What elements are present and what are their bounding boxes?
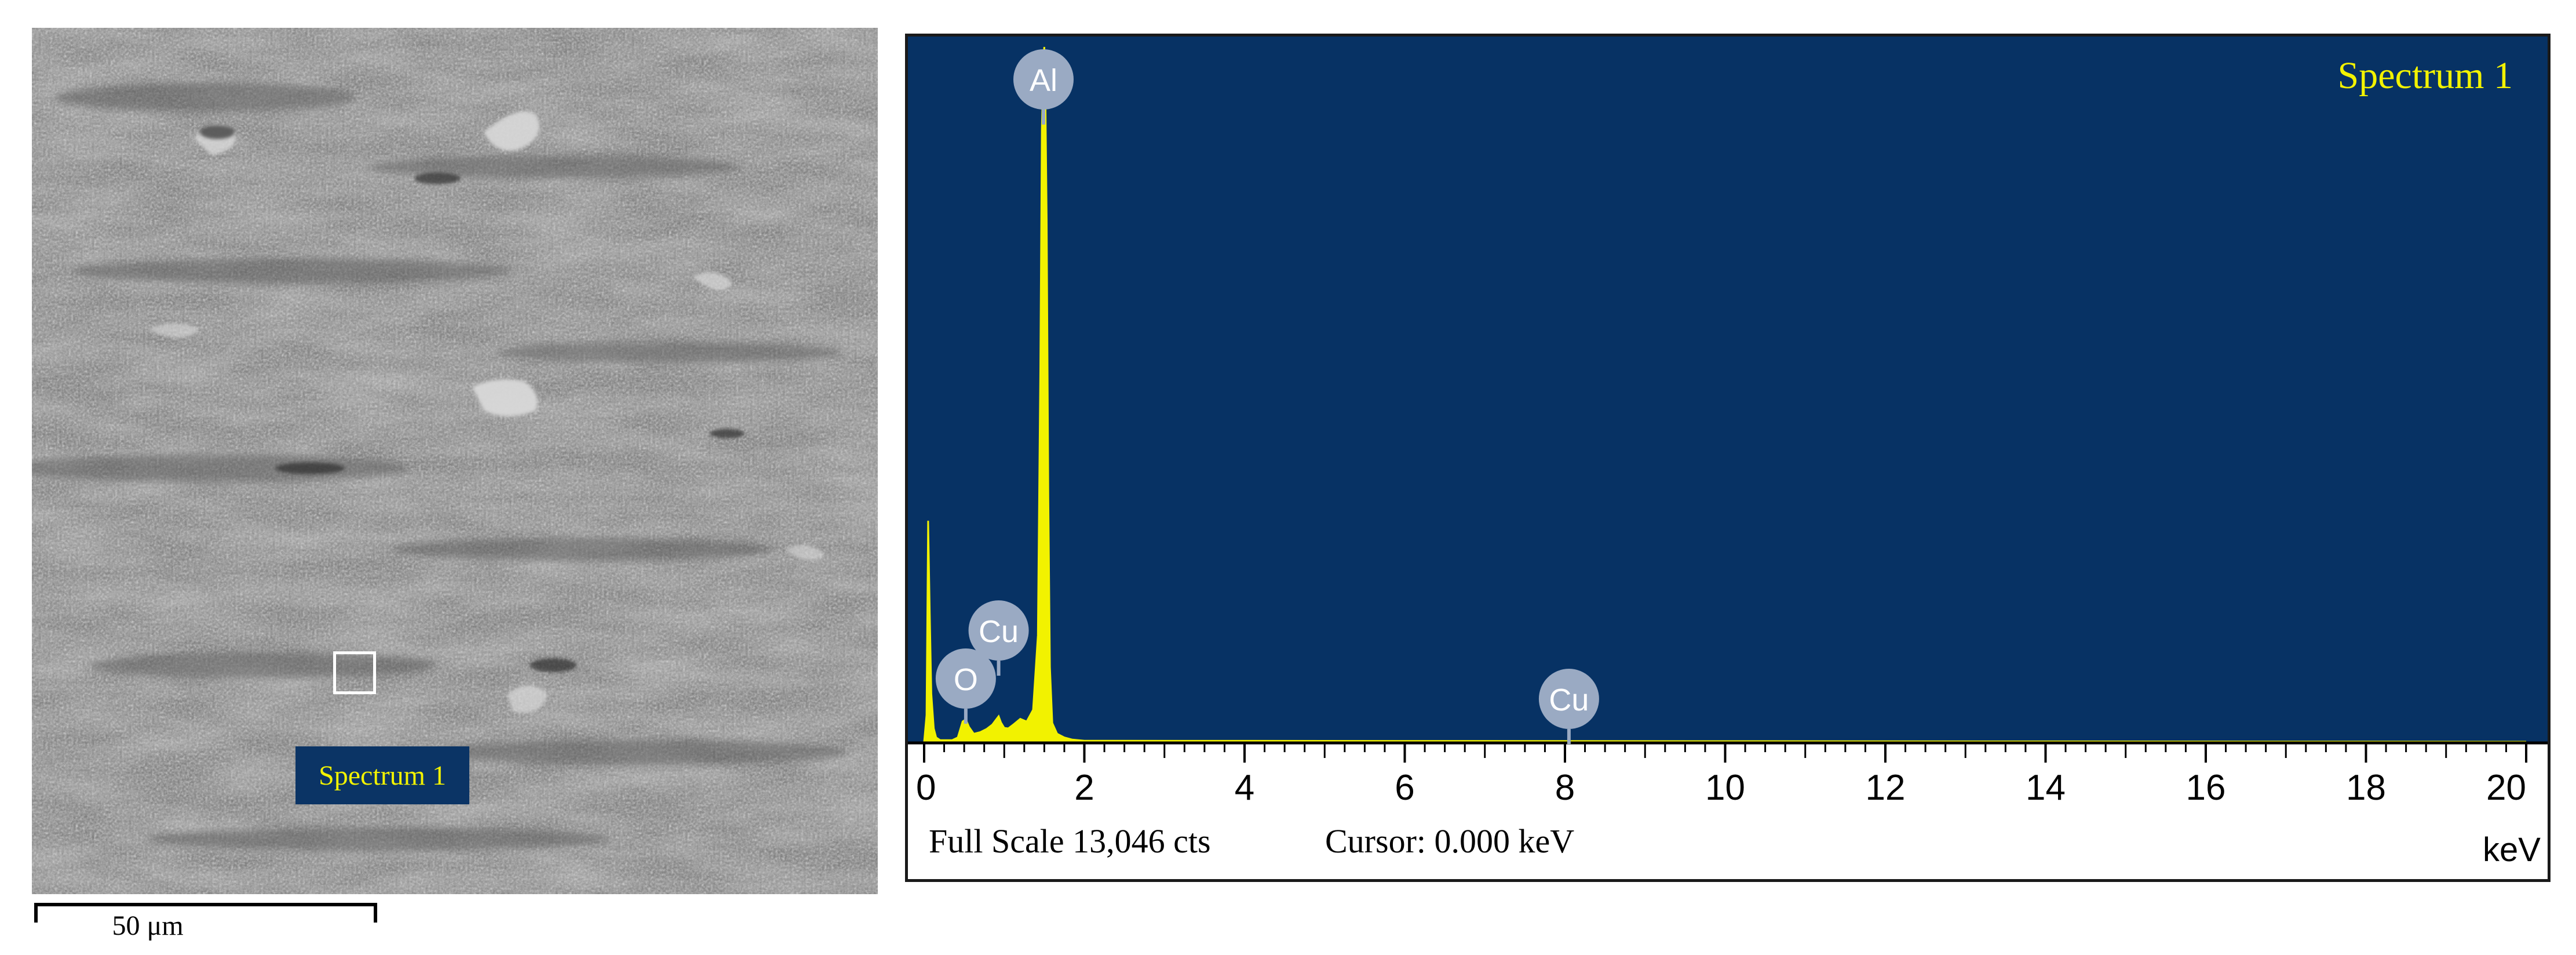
x-tick-label: 6 xyxy=(1395,768,1414,808)
spectrum-trace xyxy=(923,46,2527,743)
scale-bar-line xyxy=(34,903,377,906)
scale-bar-left-tick xyxy=(34,903,38,923)
peak-marker-label: Cu xyxy=(1549,683,1589,717)
spectrum-1-selection-box[interactable] xyxy=(333,651,376,694)
x-tick-label: 16 xyxy=(2186,768,2226,808)
x-tick-label: 12 xyxy=(1866,768,1906,808)
scale-bar-label: 50 μm xyxy=(112,910,184,941)
peak-marker-label: Cu xyxy=(979,614,1019,649)
x-tick-label: 20 xyxy=(2486,768,2526,808)
spectrum-title: Spectrum 1 xyxy=(2337,54,2513,97)
peak-marker-al[interactable]: Al xyxy=(1013,49,1074,125)
full-scale-readout: Full Scale 13,046 cts xyxy=(929,822,1211,860)
x-tick-label: 4 xyxy=(1235,768,1254,808)
scale-bar: 50 μm xyxy=(32,897,380,955)
x-axis-unit-label: keV xyxy=(2483,831,2541,869)
cursor-readout: Cursor: 0.000 keV xyxy=(1325,822,1575,860)
peak-marker-o[interactable]: O xyxy=(935,648,996,724)
sem-texture xyxy=(32,28,878,894)
x-tick-label: 18 xyxy=(2346,768,2386,808)
peak-marker-cu[interactable]: Cu xyxy=(968,600,1029,676)
peak-marker-circle xyxy=(1538,669,1599,729)
peak-marker-cu[interactable]: Cu xyxy=(1538,669,1599,744)
peak-marker-circle xyxy=(968,600,1029,661)
x-tick-label: 10 xyxy=(1705,768,1745,808)
peak-marker-circle xyxy=(935,648,996,709)
scale-bar-right-tick xyxy=(374,903,377,923)
peak-marker-circle xyxy=(1013,49,1074,110)
peak-marker-label: Al xyxy=(1030,63,1057,98)
peak-marker-label: O xyxy=(954,662,978,697)
spectrum-1-region-label: Spectrum 1 xyxy=(295,746,469,804)
eds-spectrum-panel: 0 2 4 6 8 10 12 14 16 18 20 Al O Cu Cu Spectrum 1 Ful… xyxy=(905,34,2551,882)
plot-background xyxy=(908,37,2548,742)
x-tick-label: 8 xyxy=(1555,768,1575,808)
x-tick-label: 2 xyxy=(1074,768,1094,808)
x-tick-label: 14 xyxy=(2026,768,2066,808)
sem-micrograph: Spectrum 1 xyxy=(32,28,878,894)
x-tick-label: 0 xyxy=(916,768,936,808)
